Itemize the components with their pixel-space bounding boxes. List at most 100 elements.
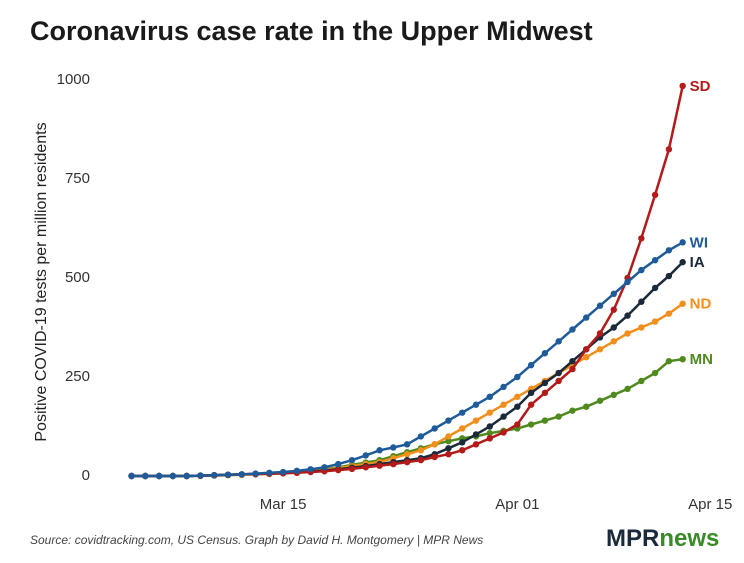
data-point bbox=[610, 306, 617, 313]
data-point bbox=[486, 430, 493, 437]
data-point bbox=[679, 239, 686, 246]
logo-right: news bbox=[659, 525, 719, 552]
data-point bbox=[376, 462, 383, 469]
data-point bbox=[431, 441, 438, 448]
data-point bbox=[321, 464, 328, 471]
data-point bbox=[472, 431, 480, 438]
data-point bbox=[610, 338, 617, 345]
data-point bbox=[293, 467, 301, 475]
data-point bbox=[583, 354, 590, 361]
data-point bbox=[128, 472, 135, 480]
data-point bbox=[596, 302, 604, 309]
series-label: WI bbox=[690, 234, 708, 251]
data-point bbox=[583, 403, 590, 410]
data-point bbox=[527, 389, 535, 397]
data-point bbox=[335, 466, 342, 474]
data-point bbox=[596, 397, 604, 404]
data-point bbox=[266, 469, 273, 477]
data-point bbox=[445, 417, 452, 424]
data-point bbox=[651, 284, 659, 292]
data-point bbox=[445, 433, 452, 440]
data-point bbox=[596, 346, 604, 353]
data-point bbox=[610, 391, 617, 399]
data-point bbox=[665, 310, 673, 317]
data-point bbox=[459, 425, 466, 432]
data-point bbox=[252, 470, 259, 477]
data-point bbox=[514, 373, 521, 381]
series-line bbox=[131, 241, 684, 478]
data-point bbox=[665, 272, 673, 280]
logo: MPRnews bbox=[606, 525, 719, 552]
data-point bbox=[500, 429, 507, 436]
data-point bbox=[486, 393, 493, 400]
data-point bbox=[679, 82, 686, 90]
data-point bbox=[679, 355, 686, 363]
data-point bbox=[541, 389, 549, 397]
data-point bbox=[486, 435, 493, 442]
data-point bbox=[403, 458, 411, 466]
data-point bbox=[665, 146, 673, 153]
data-point bbox=[169, 472, 177, 480]
data-point bbox=[403, 451, 411, 458]
data-point bbox=[197, 472, 204, 479]
data-point bbox=[638, 266, 645, 274]
data-point bbox=[514, 403, 521, 410]
data-point bbox=[403, 441, 411, 448]
chart-title: Coronavirus case rate in the Upper Midwe… bbox=[30, 16, 593, 46]
logo-left: MPR bbox=[606, 525, 659, 552]
data-point bbox=[417, 447, 425, 454]
data-point bbox=[527, 421, 535, 428]
data-point bbox=[541, 417, 549, 424]
y-tick-label: 250 bbox=[65, 368, 90, 385]
data-point bbox=[624, 385, 631, 393]
series-label: SD bbox=[690, 78, 711, 95]
data-point bbox=[500, 401, 507, 408]
data-point bbox=[142, 472, 149, 480]
data-point bbox=[527, 361, 535, 369]
data-point bbox=[638, 298, 645, 305]
data-point bbox=[472, 417, 480, 424]
data-point bbox=[348, 456, 356, 464]
data-point bbox=[459, 439, 466, 446]
y-tick-label: 0 bbox=[82, 467, 90, 484]
y-tick-label: 750 bbox=[65, 170, 90, 187]
data-point bbox=[500, 413, 507, 420]
data-point bbox=[362, 464, 369, 471]
data-point bbox=[211, 472, 218, 479]
data-point bbox=[624, 330, 631, 337]
x-tick-label: Apr 15 bbox=[688, 496, 732, 513]
data-point bbox=[417, 456, 425, 464]
data-point bbox=[472, 441, 480, 448]
series-line bbox=[131, 85, 684, 478]
data-point bbox=[431, 453, 438, 461]
data-point bbox=[486, 409, 493, 416]
data-point bbox=[445, 445, 452, 452]
data-point bbox=[541, 350, 549, 357]
y-tick-label: 500 bbox=[65, 269, 90, 286]
data-point bbox=[445, 451, 452, 458]
data-point bbox=[569, 326, 576, 333]
data-point bbox=[679, 258, 686, 266]
data-point bbox=[555, 369, 562, 377]
data-point bbox=[665, 247, 673, 254]
data-point bbox=[541, 379, 549, 387]
data-point bbox=[651, 256, 659, 264]
data-point bbox=[390, 444, 397, 451]
data-point bbox=[486, 423, 493, 430]
series-label: IA bbox=[690, 254, 705, 271]
data-point bbox=[390, 460, 397, 468]
y-axis-label: Positive COVID-19 tests per million resi… bbox=[33, 122, 50, 441]
x-tick-label: Apr 01 bbox=[495, 496, 539, 513]
data-point bbox=[638, 235, 645, 242]
data-point bbox=[569, 407, 576, 414]
data-point bbox=[651, 191, 659, 199]
data-point bbox=[569, 357, 576, 365]
data-point bbox=[183, 472, 190, 480]
data-point bbox=[459, 447, 466, 454]
data-point bbox=[624, 278, 631, 286]
data-point bbox=[514, 421, 521, 428]
data-point bbox=[651, 318, 659, 325]
data-point bbox=[665, 357, 673, 365]
data-point bbox=[155, 472, 163, 480]
data-point bbox=[238, 471, 245, 478]
